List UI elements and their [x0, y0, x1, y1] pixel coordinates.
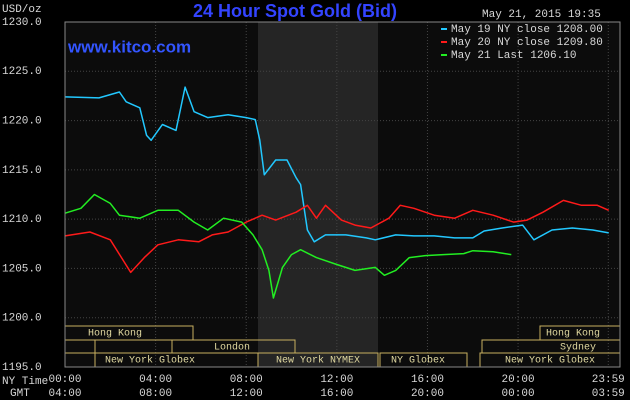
session-label: NY Globex — [391, 355, 445, 367]
session-label: Hong Kong — [88, 329, 142, 340]
x-tick-label: 04:00 — [139, 374, 172, 386]
session-label: New York Globex — [505, 355, 595, 367]
session-label: Hong Kong — [546, 329, 600, 340]
session-label: Sydney — [560, 342, 596, 354]
gmt-tick-label: 12:00 — [230, 388, 263, 400]
sessions: Hong Kong Hong Kong London Sydney New Yo… — [64, 325, 621, 368]
gmt-tick-label: 00:00 — [502, 388, 535, 400]
chart-title: 24 Hour Spot Gold (Bid) — [193, 1, 397, 21]
gmt-tick-label: 04:00 — [48, 388, 81, 400]
y-tick-label: 1230.0 — [2, 17, 42, 29]
y-axis-label: USD/oz — [2, 4, 42, 16]
y-tick-label: 1215.0 — [2, 165, 42, 177]
y-tick-label: 1195.0 — [2, 362, 42, 374]
legend-label: May 21 Last 1206.10 — [451, 50, 576, 62]
session-label: New York NYMEX — [276, 355, 360, 367]
y-tick-label: 1210.0 — [2, 214, 42, 226]
gmt-tick-label: 03:59 — [592, 388, 625, 400]
plot-frame — [64, 21, 621, 368]
legend-label: May 19 NY close 1208.00 — [451, 24, 603, 36]
series-line — [64, 193, 512, 299]
x-tick-label: 20:00 — [502, 374, 535, 386]
x-tick-label: 08:00 — [230, 374, 263, 386]
session-label: London — [214, 342, 250, 354]
gmt-tick-label: 08:00 — [139, 388, 172, 400]
market-hours-band — [258, 22, 378, 367]
y-tick-label: 1225.0 — [2, 66, 42, 78]
x-tick-label: 00:00 — [48, 374, 81, 386]
lines — [64, 86, 610, 299]
y-tick-label: 1200.0 — [2, 313, 42, 325]
x-tick-label: 23:59 — [592, 374, 625, 386]
x-axis-label: NY Time — [2, 376, 48, 388]
timestamp: May 21, 2015 19:35 — [482, 9, 601, 21]
y-tick-label: 1205.0 — [2, 263, 42, 275]
session-label: New York Globex — [105, 355, 195, 367]
gmt-tick-label: 16:00 — [320, 388, 353, 400]
series-line — [64, 86, 609, 243]
watermark: www.kitco.com — [67, 37, 191, 56]
y-tick-label: 1220.0 — [2, 115, 42, 127]
x-tick-label: 12:00 — [320, 374, 353, 386]
gmt-tick-label: 20:00 — [411, 388, 444, 400]
x2-axis-label: GMT — [10, 388, 30, 400]
legend-label: May 20 NY close 1209.80 — [451, 37, 603, 49]
x-tick-label: 16:00 — [411, 374, 444, 386]
series-line — [64, 199, 610, 274]
